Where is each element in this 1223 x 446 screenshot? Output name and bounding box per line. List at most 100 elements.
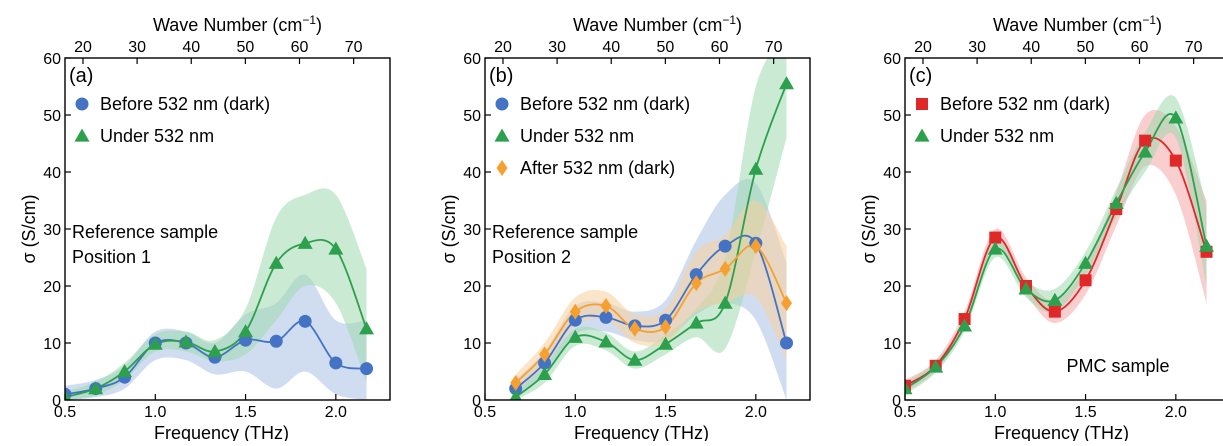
x-axis-label: Frequency (THz) (574, 423, 709, 441)
top-tick-label: 20 (914, 39, 932, 56)
legend-marker-green (494, 128, 510, 142)
data-point-blue (538, 356, 552, 370)
y-axis-label: σ (S/cm) (859, 194, 879, 263)
top-axis-label: Wave Number (cm−1) (153, 13, 322, 35)
y-tick-label: 20 (883, 279, 901, 296)
panel-b: 0.5 1.0 1.5 2.0 0 10 20 30 40 50 60 20 30 40 50 60 70 Fre… (439, 13, 811, 443)
legend-marker-green (74, 128, 90, 142)
x-axis-label: Frequency (THz) (994, 423, 1129, 441)
data-point-green (627, 352, 643, 366)
top-tick-label: 40 (1022, 39, 1040, 56)
top-tick-label: 70 (765, 39, 783, 56)
data-point-orange (510, 374, 522, 391)
data-point-green (297, 235, 313, 249)
legend-marker-green (914, 128, 930, 142)
top-tick-label: 30 (128, 39, 146, 56)
plot-area (905, 95, 1215, 395)
legend-entry: Before 532 nm (dark) (940, 94, 1110, 114)
data-point-green (238, 324, 254, 338)
y-axis-label: σ (S/cm) (439, 194, 459, 263)
data-point-red (1079, 274, 1092, 287)
plot-area (65, 188, 375, 400)
top-axis-label: Wave Number (cm−1) (573, 13, 742, 35)
data-point-green (658, 336, 674, 350)
error-band-green (65, 188, 367, 400)
legend-marker-orange (496, 160, 508, 176)
x-tick-label: 2.0 (325, 404, 347, 421)
top-tick-label: 40 (602, 39, 620, 56)
x-tick-label: 2.0 (745, 404, 767, 421)
x-tick-label: 1.5 (234, 404, 256, 421)
data-point-red (1048, 305, 1061, 318)
data-point-green (1018, 281, 1034, 295)
legend-marker-blue (495, 97, 509, 111)
y-tick-label: 30 (463, 222, 481, 239)
data-point-green (537, 366, 553, 380)
y-tick-label: 40 (43, 165, 61, 182)
data-point-blue (780, 336, 794, 350)
sample-annotation: PMC sample (1066, 356, 1169, 376)
sample-annotation: Position 1 (72, 247, 151, 267)
data-point-red (1200, 245, 1213, 258)
top-tick-label: 30 (968, 39, 986, 56)
data-point-green (1108, 195, 1124, 209)
data-point-green (147, 336, 163, 350)
data-point-green (1168, 110, 1184, 124)
y-tick-label: 10 (43, 336, 61, 353)
error-band-orange (515, 200, 787, 392)
legend-entry: Under 532 nm (520, 126, 634, 146)
data-point-green (779, 76, 795, 90)
data-point-green (88, 381, 104, 395)
top-tick-label: 70 (1185, 39, 1203, 56)
data-point-green (117, 364, 133, 378)
data-point-green (178, 334, 194, 348)
data-point-orange (750, 238, 762, 255)
top-tick-label: 50 (656, 39, 674, 56)
top-tick-label: 20 (494, 39, 512, 56)
y-tick-label: 50 (883, 108, 901, 125)
data-point-green (567, 329, 583, 343)
y-tick-label: 50 (463, 108, 481, 125)
x-tick-label: 1.0 (564, 404, 586, 421)
legend-entry: Under 532 nm (100, 126, 214, 146)
legend-marker-blue (75, 97, 89, 111)
top-tick-label: 60 (291, 39, 309, 56)
data-point-green (748, 161, 764, 175)
y-tick-label: 30 (883, 222, 901, 239)
y-tick-label: 60 (43, 51, 61, 68)
data-point-red (1169, 154, 1182, 167)
legend-marker-red (916, 98, 928, 110)
top-tick-label: 60 (711, 39, 729, 56)
top-tick-label: 20 (74, 39, 92, 56)
data-point-blue (269, 334, 283, 348)
error-band-blue (65, 274, 367, 400)
data-point-green (268, 255, 284, 269)
x-tick-label: 0.5 (474, 404, 496, 421)
data-point-green (207, 344, 223, 358)
top-tick-label: 50 (236, 39, 254, 56)
x-tick-label: 1.5 (654, 404, 676, 421)
data-point-blue (568, 313, 582, 327)
y-tick-label: 40 (463, 165, 481, 182)
panel-a: 0.5 1.0 1.5 2.0 0 10 20 30 40 50 60 20 30 40 50 60 70 Fre… (19, 13, 391, 443)
data-point-red (905, 379, 911, 392)
data-point-green (717, 295, 733, 309)
data-point-green (987, 241, 1003, 255)
data-point-green (598, 334, 614, 348)
series-line-orange (515, 244, 788, 384)
x-tick-label: 2.0 (1165, 404, 1187, 421)
x-tick-label: 0.5 (54, 404, 76, 421)
top-tick-label: 30 (548, 39, 566, 56)
data-point-orange (660, 319, 672, 336)
panel-label: (c) (909, 65, 932, 87)
top-tick-label: 40 (182, 39, 200, 56)
legend-entry: After 532 nm (dark) (520, 158, 675, 178)
data-point-orange (781, 295, 793, 312)
error-band-blue (515, 179, 787, 400)
legend-entry: Before 532 nm (dark) (520, 94, 690, 114)
y-axis-label: σ (S/cm) (19, 194, 39, 263)
data-point-blue (599, 310, 613, 324)
y-tick-label: 0 (472, 393, 481, 410)
data-point-orange (719, 260, 731, 277)
y-tick-label: 50 (43, 108, 61, 125)
